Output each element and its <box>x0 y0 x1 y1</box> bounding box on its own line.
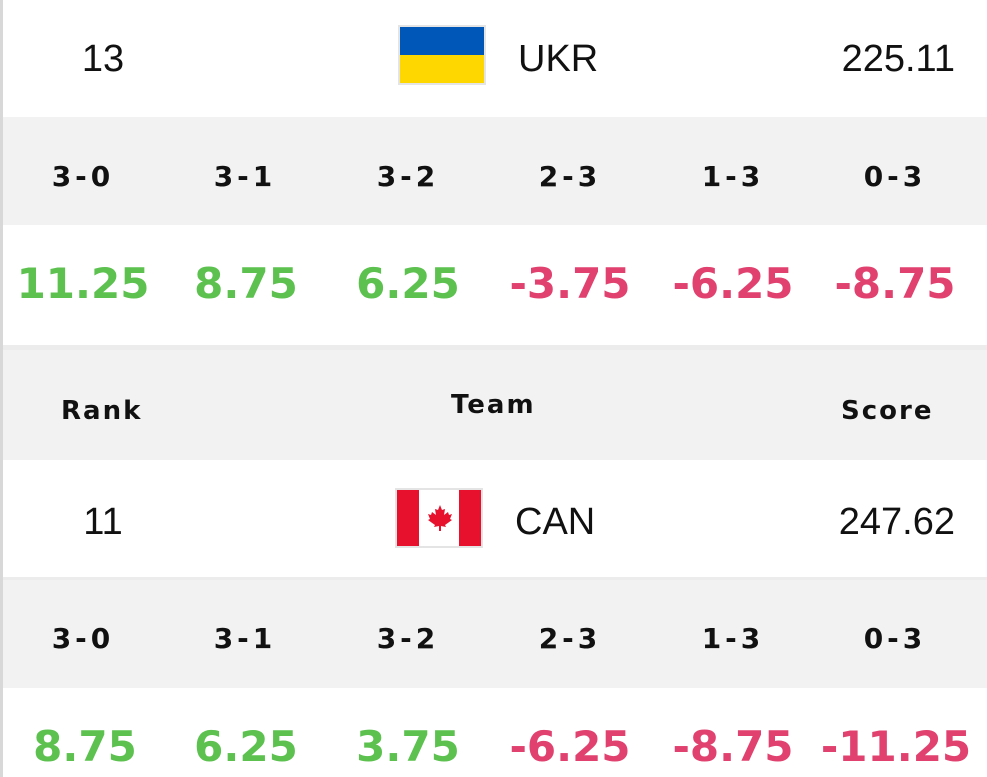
rank-header: Rank <box>61 396 143 426</box>
points-value: 8.75 <box>33 722 137 771</box>
maple-leaf-icon <box>428 505 452 531</box>
result-label: 3-1 <box>213 160 277 193</box>
points-value: 6.25 <box>194 722 298 771</box>
canada-flag <box>395 488 483 548</box>
points-value: 6.25 <box>356 259 460 308</box>
result-label: 3-2 <box>376 622 440 655</box>
team-row-can[interactable]: 11 CAN 247.62 <box>3 460 987 577</box>
points-value: 8.75 <box>194 259 298 308</box>
points-value: -6.25 <box>509 722 631 771</box>
team-score: 247.62 <box>838 501 955 543</box>
team-code: UKR <box>518 38 599 80</box>
points-value: -6.25 <box>672 259 794 308</box>
table-header: Rank Team Score <box>3 350 987 460</box>
points-value: 11.25 <box>16 259 150 308</box>
result-label: 3-1 <box>213 622 277 655</box>
team-row-ukr[interactable]: 13 UKR 225.11 <box>3 0 987 117</box>
result-label: 1-3 <box>701 160 765 193</box>
points-row-ukr: 11.25 8.75 6.25 -3.75 -6.25 -8.75 <box>3 225 987 345</box>
result-label: 1-3 <box>701 622 765 655</box>
result-label: 0-3 <box>863 160 927 193</box>
left-border <box>0 0 3 777</box>
points-value: -3.75 <box>509 259 631 308</box>
team-code: CAN <box>515 501 596 543</box>
team-rank: 13 <box>81 38 125 80</box>
result-label: 3-2 <box>376 160 440 193</box>
ukraine-flag <box>398 25 486 85</box>
result-labels-row-can: 3-0 3-1 3-2 2-3 1-3 0-3 <box>3 580 987 688</box>
result-label: 3-0 <box>51 622 115 655</box>
result-label: 2-3 <box>538 160 602 193</box>
result-label: 3-0 <box>51 160 115 193</box>
team-header: Team <box>451 390 536 420</box>
team-rank: 11 <box>83 501 123 543</box>
result-labels-row-ukr: 3-0 3-1 3-2 2-3 1-3 0-3 <box>3 117 987 225</box>
result-label: 0-3 <box>863 622 927 655</box>
team-score: 225.11 <box>841 38 955 80</box>
points-value: -8.75 <box>672 722 794 771</box>
points-row-can: 8.75 6.25 3.75 -6.25 -8.75 -11.25 <box>3 688 987 777</box>
points-value: -11.25 <box>820 722 972 771</box>
result-label: 2-3 <box>538 622 602 655</box>
points-value: 3.75 <box>356 722 460 771</box>
score-header: Score <box>841 396 934 426</box>
points-value: -8.75 <box>834 259 956 308</box>
